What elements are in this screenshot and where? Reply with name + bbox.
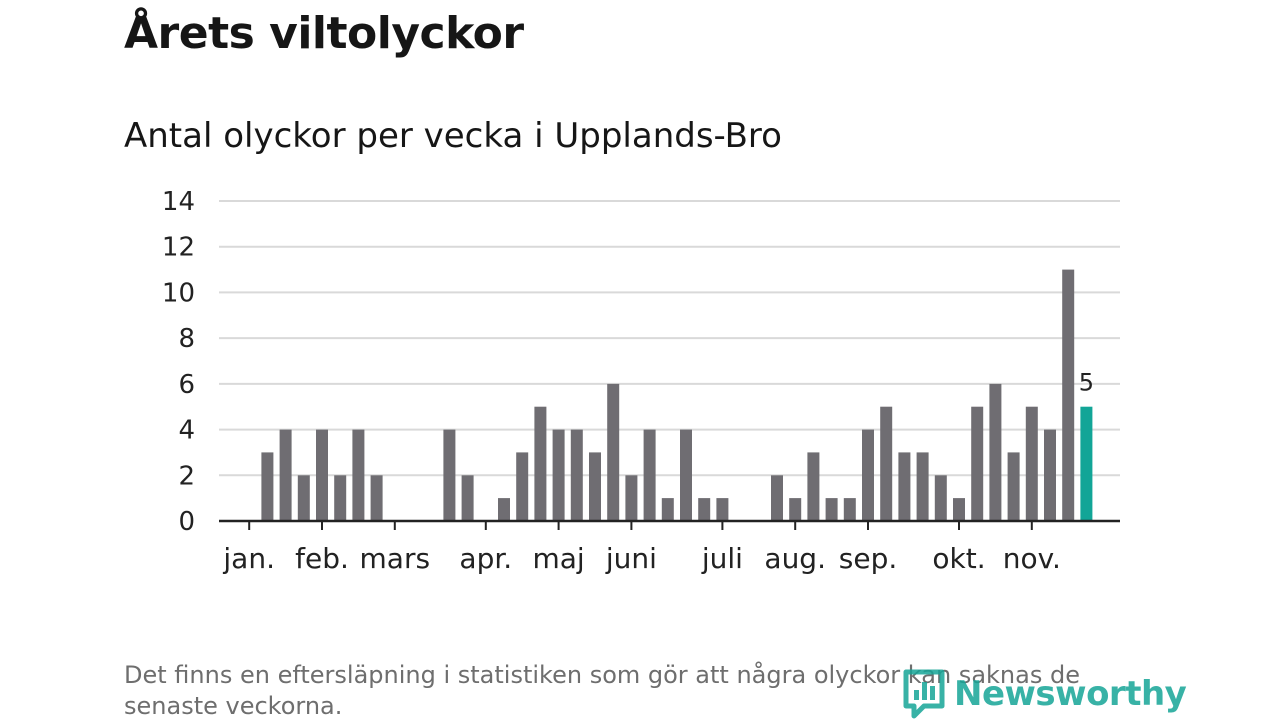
- month-label: mars: [360, 542, 431, 575]
- y-tick-label: 8: [178, 324, 195, 354]
- bar: [1025, 406, 1038, 521]
- month-label: aug.: [764, 542, 826, 575]
- month-labels: jan. feb. mars apr. maj juni juli aug. sep. okt. n…: [222, 521, 1061, 575]
- month-label: nov.: [1003, 542, 1061, 575]
- bar: [516, 452, 529, 521]
- bar: [552, 429, 565, 521]
- newsworthy-logo-icon: [903, 669, 945, 719]
- y-tick-label: 0: [178, 507, 195, 537]
- bar: [607, 383, 620, 521]
- bar: [1007, 452, 1020, 521]
- bar: [1044, 429, 1056, 521]
- bar: [716, 498, 729, 521]
- y-tick-label: 10: [162, 278, 195, 308]
- chart-subtitle: Antal olyckor per vecka i Upplands-Bro: [124, 116, 782, 156]
- bar-chart: 0 2 4 6 8 10 12 14 jan. feb. mars apr. maj juni juli a…: [162, 187, 1120, 575]
- y-tick-label: 4: [178, 416, 195, 446]
- y-tick-label: 14: [162, 187, 195, 217]
- month-label: sep.: [839, 542, 898, 575]
- bar: [771, 475, 783, 521]
- highlight-value-label: 5: [1079, 369, 1094, 397]
- bar: [916, 452, 929, 521]
- data-labels: 5: [1079, 369, 1094, 397]
- newsworthy-logo[interactable]: Newsworthy: [902, 666, 1187, 722]
- bar: [698, 498, 711, 521]
- bar: [843, 498, 856, 521]
- month-label: juni: [605, 542, 657, 575]
- month-label: jan.: [222, 542, 275, 575]
- bar: [789, 498, 802, 521]
- bar-highlighted: [1080, 406, 1093, 521]
- bar: [443, 429, 456, 521]
- footnote: Det finns en eftersläpning i statistiken…: [124, 661, 1080, 720]
- bar: [807, 452, 820, 521]
- bar: [370, 475, 383, 521]
- bar: [898, 452, 911, 521]
- bar: [589, 452, 601, 521]
- bar: [1062, 269, 1075, 521]
- bars: [261, 269, 1093, 521]
- logo-text: Newsworthy: [954, 674, 1187, 714]
- grid-lines: [219, 200, 1120, 477]
- y-tick-label: 6: [178, 370, 195, 400]
- bar: [297, 475, 310, 521]
- bar: [461, 475, 474, 521]
- bar: [625, 475, 638, 521]
- bar: [352, 429, 365, 521]
- bar: [934, 475, 947, 521]
- month-label: apr.: [459, 542, 512, 575]
- bar: [862, 429, 874, 521]
- month-label: juli: [701, 542, 743, 575]
- bar: [680, 429, 692, 521]
- bar: [971, 406, 984, 521]
- bar: [989, 383, 1002, 521]
- bar: [953, 498, 965, 521]
- bar: [261, 452, 274, 521]
- bar: [279, 429, 292, 521]
- chart-title: Årets viltolyckor: [124, 8, 524, 59]
- bar: [316, 429, 328, 521]
- bar: [534, 406, 547, 521]
- bar: [880, 406, 893, 521]
- bar: [643, 429, 656, 521]
- bar: [334, 475, 347, 521]
- y-axis-ticks: 0 2 4 6 8 10 12 14: [162, 187, 195, 537]
- month-label: maj: [532, 542, 584, 575]
- month-label: okt.: [932, 542, 985, 575]
- bar: [498, 498, 510, 521]
- y-tick-label: 2: [178, 461, 195, 491]
- bar: [661, 498, 674, 521]
- month-label: feb.: [295, 542, 349, 575]
- y-tick-label: 12: [162, 233, 195, 263]
- bar: [570, 429, 583, 521]
- bar: [825, 498, 838, 521]
